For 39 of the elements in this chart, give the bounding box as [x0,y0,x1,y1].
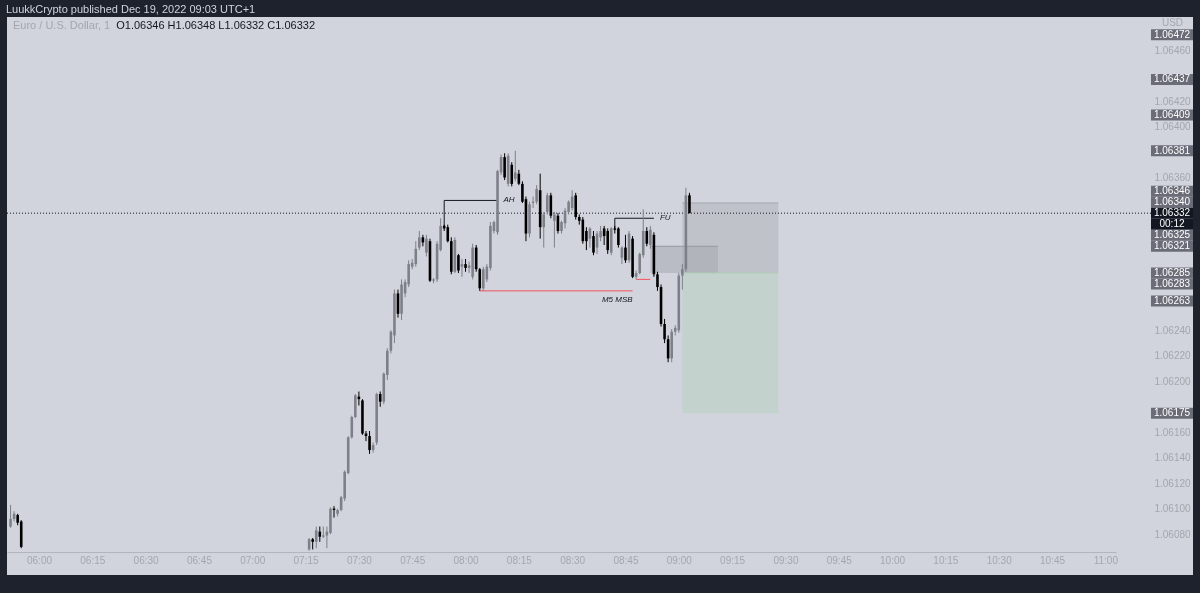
chart-subtitle: O1.06346 H1.06348 L1.06332 C1.06332 [116,19,315,31]
text: 1.06263 [1153,295,1191,307]
candlestick [542,211,546,249]
text: 1.06409 [1153,109,1191,121]
series-label: M5 MSB [601,294,634,304]
candlestick [354,393,357,419]
candlestick [503,152,506,181]
candlestick [545,192,549,215]
text: 1.06340 [1153,196,1191,208]
text: 1.06285 [1153,267,1191,279]
text: 1.06175 [1153,407,1191,419]
candlestick [624,234,627,264]
candlestick [425,234,428,257]
series-label: FU [659,213,671,223]
text: 1.06381 [1153,144,1191,156]
text: LuukkCrypto published Dec 19, 2022 09:03 UTC+1 [6,2,256,16]
candlestick [574,192,578,221]
candlestick [418,230,421,251]
series-label: AH [502,195,515,205]
candlestick [553,211,556,249]
candlestick [368,430,371,455]
text: 1.06283 [1153,278,1191,290]
candlestick [481,266,485,292]
candlestick [535,184,538,205]
ref-line-label: 1.06332 [1153,207,1191,219]
text: 1.06472 [1153,28,1191,40]
text: 1.06325 [1153,229,1191,241]
candlestick [617,226,620,249]
text: 1.06346 [1153,185,1191,197]
candlestick [457,253,460,274]
candlestick [510,161,514,187]
text: 1.06321 [1153,240,1191,252]
candlestick [592,230,595,256]
candlestick [9,504,12,529]
candlestick [414,240,418,268]
candlestick [649,225,652,250]
text: 1.06437 [1153,73,1191,85]
candlestick [513,150,517,182]
text: 00:12 [1159,218,1185,230]
